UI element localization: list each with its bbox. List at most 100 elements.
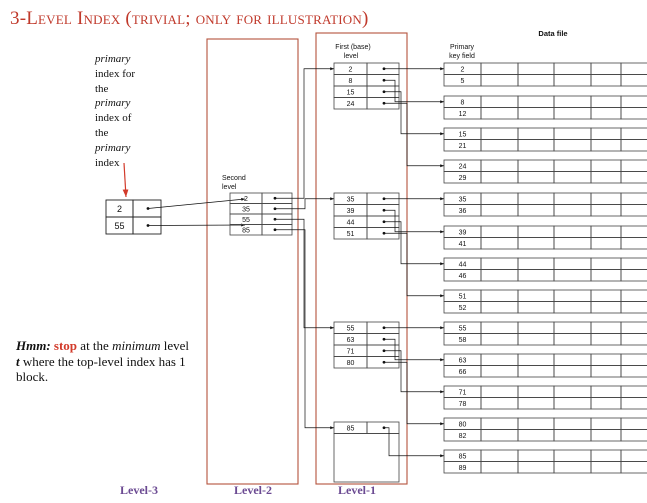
data-record-field-cell (480, 127, 519, 140)
data-record-key: 39 (459, 230, 467, 237)
first-index-key: 35 (347, 197, 355, 204)
second-index-key: 35 (242, 207, 250, 214)
data-record-field-cell (517, 353, 555, 366)
data-record-field-cell (517, 333, 555, 346)
data-record-field-cell (590, 159, 622, 172)
data-record-field-cell (620, 365, 647, 378)
t-variable: t (16, 353, 20, 369)
data-record-field-cell (517, 171, 555, 184)
data-record-field-cell (517, 429, 555, 442)
data-record-field-cell (620, 417, 647, 430)
data-record-field-cell (480, 365, 519, 378)
data-record-field-cell (553, 301, 592, 314)
first-index-key: 55 (347, 326, 355, 333)
second-index-key: 55 (242, 217, 250, 224)
slide-title: 3-Level Index (trivial; only for illustr… (10, 8, 369, 29)
second-level-label: level (222, 184, 237, 191)
second-to-first-arrow (275, 67, 334, 199)
data-record-field-cell (620, 171, 647, 184)
data-record-field-cell (553, 225, 592, 238)
note-line: index for (95, 67, 136, 80)
first-index-key: 71 (347, 349, 355, 356)
data-record-field-cell (517, 289, 555, 302)
first-index-key: 24 (347, 101, 355, 108)
first-index-key: 8 (349, 78, 353, 85)
data-record-field-cell (620, 429, 647, 442)
data-record-field-cell (517, 159, 555, 172)
data-record-field-cell (553, 237, 592, 250)
data-record-key: 15 (459, 132, 467, 139)
data-record-key: 29 (459, 175, 467, 182)
data-record-field-cell (590, 62, 622, 75)
hmm-text-3: where the top-level index has 1 block. (16, 353, 186, 385)
data-record-field-cell (480, 192, 519, 205)
data-record-key: 46 (459, 273, 467, 280)
first-to-data-arrow (384, 91, 444, 136)
data-record-field-cell (480, 353, 519, 366)
first-index-key: 44 (347, 220, 355, 227)
data-record-key: 36 (459, 208, 467, 215)
data-record-field-cell (590, 192, 622, 205)
data-record-field-cell (620, 192, 647, 205)
second-to-first-arrow (275, 229, 334, 430)
data-record-field-cell (517, 95, 555, 108)
data-file-label: Data file (538, 29, 567, 38)
stop-keyword: stop (53, 338, 78, 353)
data-record-field-cell (590, 107, 622, 120)
data-record-field-cell (480, 159, 519, 172)
data-record-field-cell (480, 301, 519, 314)
data-record-field-cell (620, 353, 647, 366)
data-record-field-cell (480, 321, 519, 334)
data-record-key: 63 (459, 358, 467, 365)
data-record-field-cell (553, 417, 592, 430)
data-record-field-cell (620, 127, 647, 140)
data-record-field-cell (517, 449, 555, 462)
data-record-field-cell (553, 257, 592, 270)
data-record-field-cell (590, 397, 622, 410)
data-record-field-cell (620, 397, 647, 410)
data-record-field-cell (620, 237, 647, 250)
data-record-field-cell (553, 397, 592, 410)
data-record-field-cell (480, 429, 519, 442)
data-record-field-cell (590, 204, 622, 217)
data-record-field-cell (553, 204, 592, 217)
data-record-field-cell (553, 269, 592, 282)
data-record-field-cell (590, 385, 622, 398)
note-pointer-arrow (122, 162, 129, 198)
data-record-field-cell (620, 204, 647, 217)
data-record-key: 80 (459, 422, 467, 429)
data-record-field-cell (480, 449, 519, 462)
first-to-data-arrow (384, 102, 444, 168)
data-record-field-cell (517, 397, 555, 410)
data-record-field-cell (590, 127, 622, 140)
data-record-field-cell (620, 385, 647, 398)
data-record-key: 58 (459, 337, 467, 344)
data-record-key: 24 (459, 164, 467, 171)
data-record-field-cell (517, 269, 555, 282)
data-record-field-cell (590, 95, 622, 108)
data-record-field-cell (553, 365, 592, 378)
note-line: index (95, 156, 120, 169)
data-record-field-cell (590, 429, 622, 442)
data-record-field-cell (480, 289, 519, 302)
data-record-key: 66 (459, 369, 467, 376)
first-index-key: 51 (347, 231, 355, 238)
data-record-field-cell (590, 461, 622, 474)
data-record-field-cell (590, 365, 622, 378)
first-index-key: 39 (347, 208, 355, 215)
data-record-field-cell (517, 107, 555, 120)
data-record-field-cell (553, 449, 592, 462)
data-record-field-cell (620, 225, 647, 238)
data-record-key: 8 (461, 100, 465, 107)
second-level-label: Second (222, 175, 246, 182)
data-record-field-cell (517, 192, 555, 205)
data-record-key: 52 (459, 305, 467, 312)
data-record-field-cell (620, 321, 647, 334)
data-record-field-cell (590, 139, 622, 152)
top-index-key: 55 (114, 221, 124, 231)
data-record-field-cell (480, 237, 519, 250)
data-record-field-cell (553, 74, 592, 87)
data-record-field-cell (553, 321, 592, 334)
first-to-data-arrow (384, 232, 444, 298)
data-record-field-cell (480, 385, 519, 398)
